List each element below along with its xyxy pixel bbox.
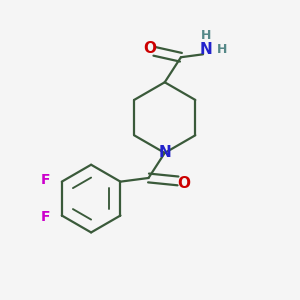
Text: H: H (217, 44, 227, 56)
Text: F: F (40, 173, 50, 187)
Text: N: N (158, 146, 171, 160)
Text: N: N (200, 42, 212, 57)
Text: F: F (40, 210, 50, 224)
Text: O: O (177, 176, 190, 191)
Text: H: H (201, 29, 211, 42)
Text: O: O (143, 41, 157, 56)
